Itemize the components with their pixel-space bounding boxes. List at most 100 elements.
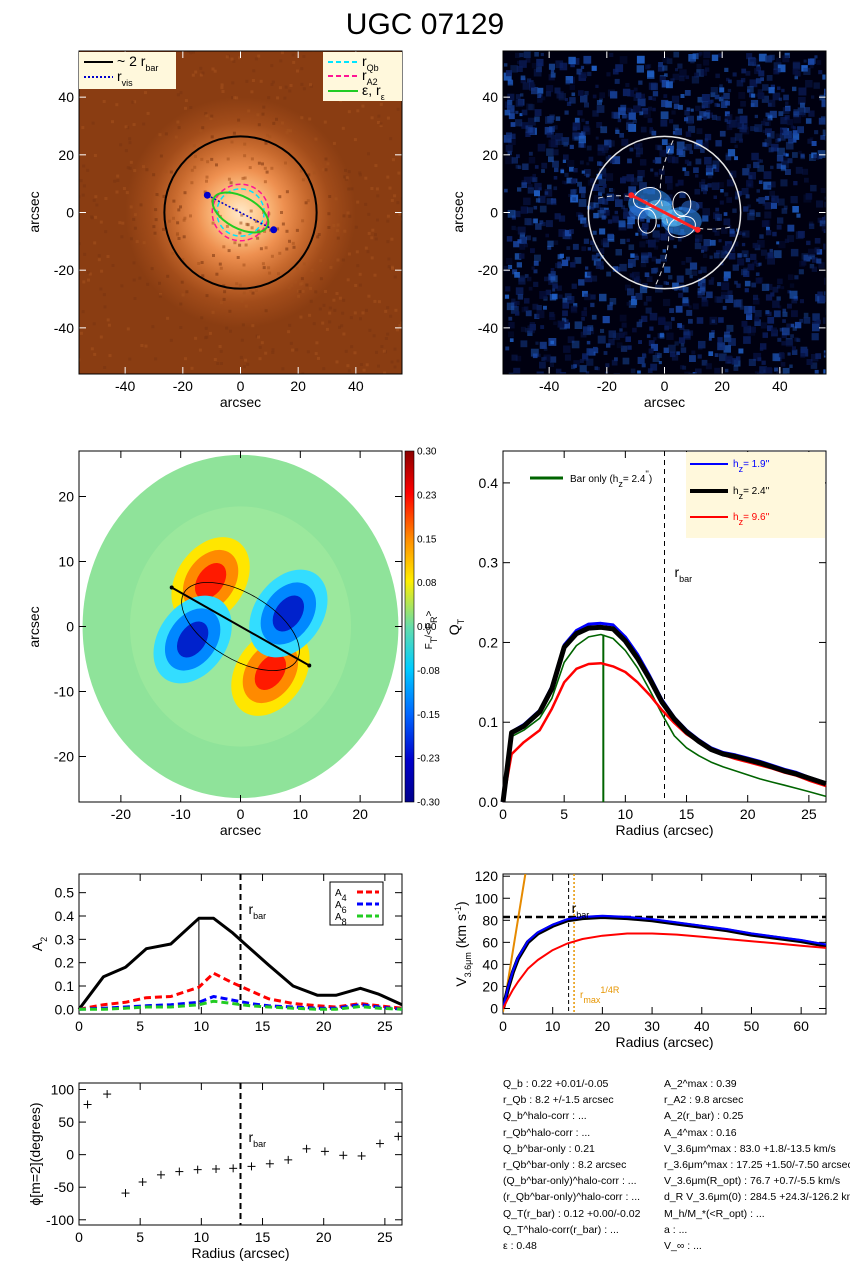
noise-pixel xyxy=(782,319,786,323)
speckle xyxy=(142,241,146,245)
speckle xyxy=(239,221,243,225)
phase-point xyxy=(103,1090,112,1099)
noise-pixel xyxy=(689,355,696,362)
speckle xyxy=(289,341,293,345)
noise-pixel xyxy=(677,63,683,69)
noise-pixel xyxy=(682,297,689,304)
noise-pixel xyxy=(723,271,731,279)
noise-pixel xyxy=(573,360,580,367)
x-tick-label: 5 xyxy=(136,1229,144,1245)
speckle xyxy=(213,358,217,361)
speckle xyxy=(50,242,53,245)
noise-pixel xyxy=(543,347,548,351)
noise-pixel xyxy=(675,128,682,136)
speckle xyxy=(124,125,128,129)
velocity-curve xyxy=(503,932,826,1009)
speckle xyxy=(132,217,136,221)
noise-pixel xyxy=(659,76,666,83)
noise-pixel xyxy=(572,259,576,264)
speckle xyxy=(407,185,410,188)
noise-pixel xyxy=(543,354,551,362)
noise-pixel xyxy=(811,95,815,99)
noise-pixel xyxy=(754,68,761,75)
speckle xyxy=(263,229,267,233)
speckle xyxy=(361,104,365,108)
speckle xyxy=(200,157,204,161)
noise-pixel xyxy=(710,87,718,95)
speckle xyxy=(162,227,165,231)
speckle xyxy=(301,219,305,223)
speckle xyxy=(300,67,304,71)
noise-pixel xyxy=(728,79,732,84)
noise-pixel xyxy=(510,65,518,73)
noise-pixel xyxy=(533,260,539,266)
speckle xyxy=(138,276,142,280)
noise-pixel xyxy=(702,142,709,149)
noise-pixel xyxy=(792,326,797,331)
speckle xyxy=(172,199,176,203)
speckle xyxy=(233,96,237,100)
noise-pixel xyxy=(541,222,546,227)
speckle xyxy=(48,172,51,175)
noise-pixel xyxy=(723,334,732,343)
noise-pixel xyxy=(628,244,635,250)
speckle xyxy=(403,329,406,332)
speckle xyxy=(194,154,197,158)
speckle xyxy=(442,281,445,284)
amplitude-line xyxy=(78,971,403,1011)
noise-pixel xyxy=(664,73,668,77)
speckle xyxy=(183,191,187,195)
noise-pixel xyxy=(824,88,826,96)
noise-pixel xyxy=(705,363,712,370)
noise-pixel xyxy=(742,230,750,238)
noise-pixel xyxy=(512,269,518,275)
noise-pixel xyxy=(701,101,709,108)
speckle xyxy=(181,293,185,297)
noise-pixel xyxy=(819,295,826,303)
speckle xyxy=(124,149,128,153)
noise-pixel xyxy=(596,173,603,180)
speckle xyxy=(343,229,347,233)
noise-pixel xyxy=(546,85,554,93)
speckle xyxy=(447,162,450,165)
noise-pixel xyxy=(580,65,585,69)
noise-pixel xyxy=(757,92,765,100)
speckle xyxy=(310,268,314,272)
noise-pixel xyxy=(739,125,747,133)
noise-pixel xyxy=(646,334,651,338)
noise-pixel xyxy=(660,111,669,120)
speckle xyxy=(243,142,247,146)
noise-pixel xyxy=(585,173,590,178)
noise-pixel xyxy=(609,298,617,305)
noise-pixel xyxy=(764,211,772,219)
noise-pixel xyxy=(785,339,794,347)
noise-pixel xyxy=(755,93,759,97)
noise-pixel xyxy=(572,197,576,201)
speckle xyxy=(128,357,132,361)
x-tick-label: 10 xyxy=(545,1018,561,1034)
speckle xyxy=(174,135,178,139)
y-tick-label: -10 xyxy=(54,684,74,700)
x-tick-label: 25 xyxy=(377,1018,393,1034)
noise-pixel xyxy=(678,104,683,110)
speckle xyxy=(88,272,92,276)
speckle xyxy=(205,294,209,298)
noise-pixel xyxy=(651,256,657,262)
speckle xyxy=(344,168,347,172)
noise-pixel xyxy=(662,57,669,64)
speckle xyxy=(383,371,387,374)
phase-point xyxy=(121,1189,130,1198)
noise-pixel xyxy=(703,59,710,66)
noise-pixel xyxy=(513,367,521,374)
info-line: r_Qb^halo-corr : ... xyxy=(503,1126,591,1139)
speckle xyxy=(72,108,75,111)
noise-pixel xyxy=(579,160,584,165)
speckle xyxy=(208,431,211,434)
speckle xyxy=(90,215,93,219)
speckle xyxy=(330,382,333,385)
noise-pixel xyxy=(634,255,639,261)
speckle xyxy=(321,409,324,412)
noise-pixel xyxy=(816,258,822,264)
